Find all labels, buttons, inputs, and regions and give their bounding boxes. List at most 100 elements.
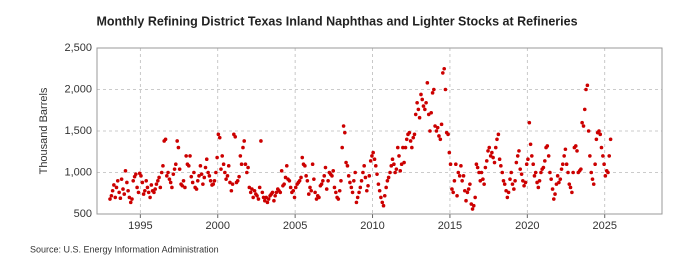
data-point xyxy=(462,188,467,193)
data-point xyxy=(539,170,543,175)
data-point xyxy=(456,170,461,175)
data-point xyxy=(382,193,387,198)
data-point xyxy=(303,164,307,168)
data-point xyxy=(526,157,530,162)
data-point xyxy=(599,145,604,150)
data-point xyxy=(471,203,476,208)
data-point xyxy=(115,179,120,183)
y-tick-label: 1,500 xyxy=(64,125,92,137)
x-tick-label: 2000 xyxy=(205,220,229,232)
data-point xyxy=(408,139,413,143)
data-point xyxy=(238,154,243,158)
data-point xyxy=(324,187,329,191)
data-point xyxy=(384,185,388,190)
data-point xyxy=(334,190,338,195)
data-point xyxy=(379,195,383,200)
data-point xyxy=(306,192,311,196)
data-point xyxy=(531,162,536,166)
data-point xyxy=(126,188,130,193)
data-point xyxy=(273,193,277,198)
data-point xyxy=(555,174,560,178)
data-point xyxy=(482,182,486,186)
data-point xyxy=(509,170,514,175)
data-point xyxy=(114,185,119,190)
data-point xyxy=(204,157,209,162)
data-point xyxy=(262,198,267,203)
data-point xyxy=(446,132,450,137)
data-point xyxy=(413,112,418,117)
data-point xyxy=(331,169,336,173)
data-point xyxy=(451,190,455,195)
data-point xyxy=(363,175,368,180)
data-point xyxy=(459,164,463,168)
data-point xyxy=(166,170,170,175)
data-point xyxy=(317,195,321,200)
data-point xyxy=(197,174,201,178)
data-point xyxy=(368,159,373,163)
data-point xyxy=(478,179,483,183)
data-point xyxy=(515,154,520,158)
x-tick-label: 2005 xyxy=(283,220,307,232)
data-point xyxy=(341,124,346,128)
data-point xyxy=(206,170,210,175)
y-tick-label: 500 xyxy=(74,208,92,220)
data-point xyxy=(203,165,208,170)
data-point xyxy=(581,124,586,128)
data-point xyxy=(450,187,454,191)
data-point xyxy=(496,132,501,137)
data-point xyxy=(201,182,205,186)
data-point xyxy=(416,107,421,112)
data-point xyxy=(432,87,436,92)
data-point xyxy=(322,174,327,178)
data-point xyxy=(381,203,386,208)
data-point xyxy=(219,167,223,171)
data-point xyxy=(130,197,134,201)
data-point xyxy=(475,165,480,170)
data-point xyxy=(586,129,591,133)
data-point xyxy=(602,162,606,166)
x-tick-label: 2020 xyxy=(515,220,539,232)
x-tick-label: 2025 xyxy=(592,220,616,232)
data-point xyxy=(175,139,179,143)
data-point xyxy=(220,154,225,158)
data-point xyxy=(230,182,235,186)
data-point xyxy=(224,177,228,181)
data-point xyxy=(211,182,216,186)
data-point xyxy=(394,167,399,171)
data-point xyxy=(136,190,141,195)
data-point xyxy=(460,179,464,183)
data-point xyxy=(145,185,150,190)
data-point xyxy=(429,110,434,115)
data-point xyxy=(358,185,363,190)
data-point xyxy=(359,179,364,183)
data-point xyxy=(582,107,587,112)
data-point xyxy=(128,200,133,205)
data-point xyxy=(502,182,507,186)
data-point xyxy=(524,162,529,166)
plot-frame xyxy=(96,47,663,215)
data-point xyxy=(473,195,477,200)
data-point xyxy=(393,170,397,175)
data-point xyxy=(148,195,152,200)
data-point xyxy=(533,170,538,175)
data-point xyxy=(443,87,448,92)
data-point xyxy=(108,197,112,201)
data-point xyxy=(530,154,534,158)
data-point xyxy=(558,177,563,181)
data-point xyxy=(233,135,238,139)
data-point xyxy=(389,164,394,168)
data-point xyxy=(474,162,479,166)
data-point xyxy=(119,177,124,181)
data-point xyxy=(420,97,425,102)
data-point xyxy=(479,170,484,175)
data-point xyxy=(548,170,552,175)
data-point xyxy=(514,160,519,165)
data-point xyxy=(438,137,443,142)
data-point xyxy=(349,185,354,190)
data-point xyxy=(337,188,342,193)
data-point xyxy=(372,157,377,162)
data-point xyxy=(326,179,330,183)
data-point xyxy=(278,190,283,195)
data-point xyxy=(141,192,146,196)
